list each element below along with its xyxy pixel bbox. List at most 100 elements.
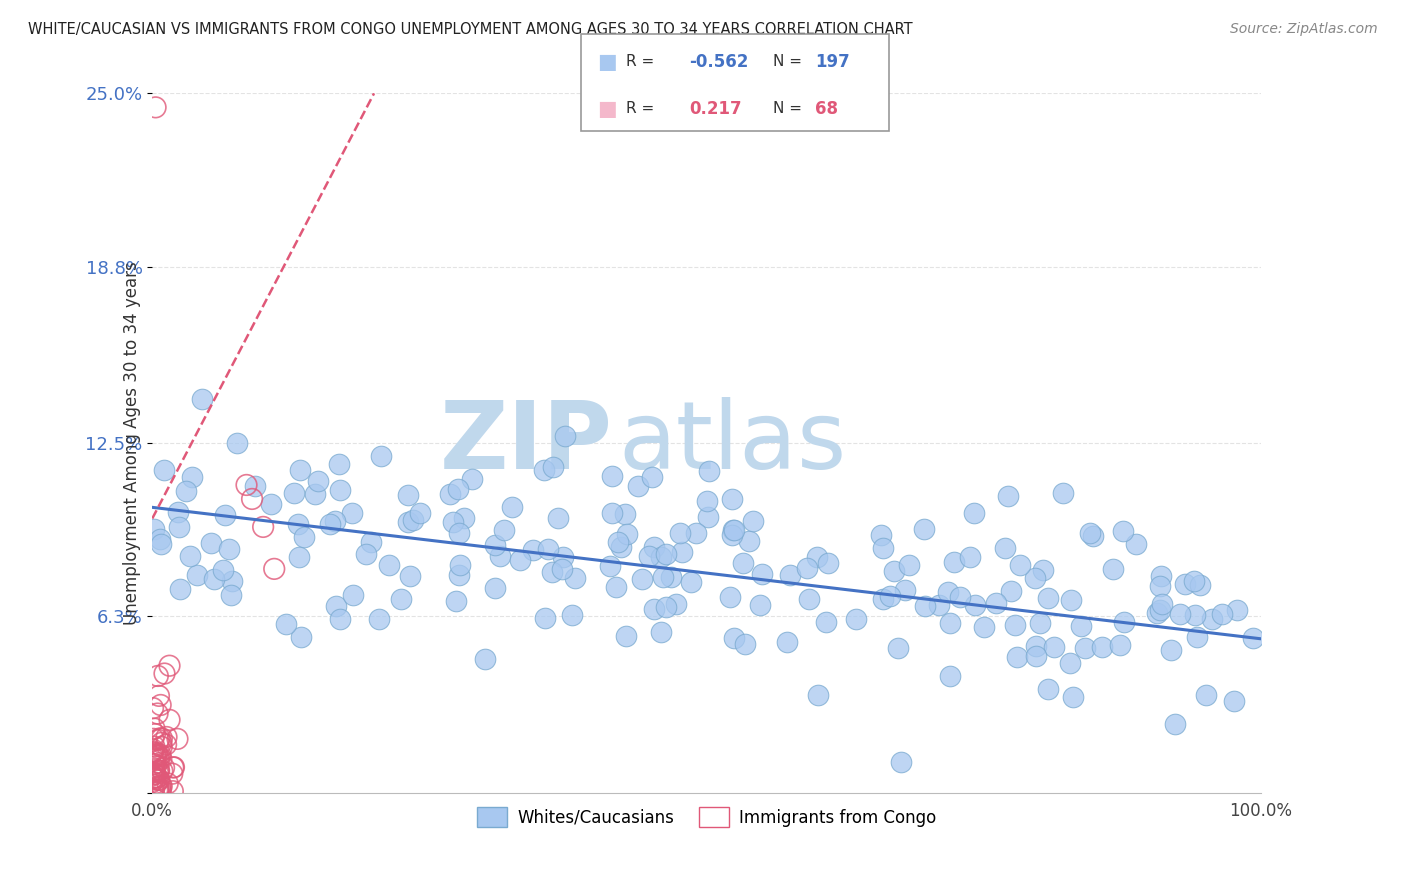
Point [143, 767, 166, 781]
Point [883, 564, 905, 578]
Point [997, 489, 1019, 503]
Point [1052, 485, 1074, 500]
Point [288, 550, 311, 565]
Point [159, 658, 181, 673]
Point [484, 538, 506, 552]
Point [643, 601, 665, 615]
Point [721, 524, 744, 538]
Point [984, 596, 1007, 610]
Point [146, 746, 169, 760]
Point [669, 526, 692, 541]
Point [599, 558, 621, 573]
Point [718, 590, 741, 604]
Point [1036, 591, 1059, 605]
Point [142, 522, 165, 536]
Point [149, 698, 172, 712]
Point [174, 483, 197, 498]
Point [614, 629, 637, 643]
Point [474, 652, 496, 666]
Point [142, 751, 165, 765]
Text: ■: ■ [598, 52, 617, 72]
Point [163, 760, 186, 774]
Point [1059, 657, 1081, 671]
Point [721, 491, 744, 506]
Point [145, 747, 167, 762]
Point [148, 764, 170, 778]
Point [368, 612, 391, 626]
Point [143, 767, 166, 781]
Point [153, 666, 176, 681]
Point [650, 550, 672, 565]
Point [153, 463, 176, 477]
Point [446, 594, 468, 608]
Point [143, 749, 166, 764]
Point [447, 525, 470, 540]
Point [696, 510, 718, 524]
Point [697, 464, 720, 478]
Point [274, 616, 297, 631]
Point [671, 545, 693, 559]
Point [614, 507, 637, 521]
Legend: Whites/Caucasians, Immigrants from Congo: Whites/Caucasians, Immigrants from Congo [471, 801, 943, 833]
Point [252, 520, 274, 534]
Point [150, 779, 173, 793]
Point [1184, 607, 1206, 622]
Point [894, 582, 917, 597]
Point [200, 536, 222, 550]
Point [650, 624, 672, 639]
Point [1222, 694, 1244, 708]
Point [447, 568, 470, 582]
Point [149, 747, 172, 762]
Point [307, 474, 329, 488]
Point [148, 733, 170, 747]
Point [939, 669, 962, 683]
Point [963, 506, 986, 520]
Point [1008, 558, 1031, 573]
Point [551, 550, 574, 565]
Point [779, 567, 801, 582]
Point [167, 504, 190, 518]
Point [749, 598, 772, 612]
Point [142, 731, 165, 746]
Point [260, 497, 283, 511]
Point [484, 581, 506, 595]
Point [449, 558, 471, 572]
Point [141, 746, 163, 760]
Point [1000, 584, 1022, 599]
Point [292, 530, 315, 544]
Point [731, 556, 754, 570]
Text: R =: R = [626, 101, 654, 116]
Text: -0.562: -0.562 [689, 53, 748, 70]
Point [145, 100, 167, 114]
Point [155, 738, 177, 752]
Point [146, 669, 169, 683]
Point [148, 752, 170, 766]
Point [492, 523, 515, 537]
Point [150, 764, 173, 778]
Point [146, 783, 169, 797]
Point [1081, 529, 1104, 543]
Point [607, 535, 630, 549]
Point [153, 761, 176, 775]
Point [150, 739, 173, 754]
Point [872, 541, 894, 555]
Point [912, 522, 935, 536]
Point [564, 571, 586, 585]
Point [461, 472, 484, 486]
Point [1125, 536, 1147, 550]
Point [509, 552, 531, 566]
Point [1182, 574, 1205, 588]
Point [887, 641, 910, 656]
Point [143, 722, 166, 736]
Point [1025, 649, 1047, 664]
Point [1146, 606, 1168, 620]
Point [143, 757, 166, 772]
Point [319, 516, 342, 531]
Point [287, 517, 309, 532]
Point [191, 392, 214, 407]
Point [600, 506, 623, 520]
Point [148, 783, 170, 797]
Point [378, 558, 401, 572]
Point [939, 615, 962, 630]
Point [928, 598, 950, 612]
